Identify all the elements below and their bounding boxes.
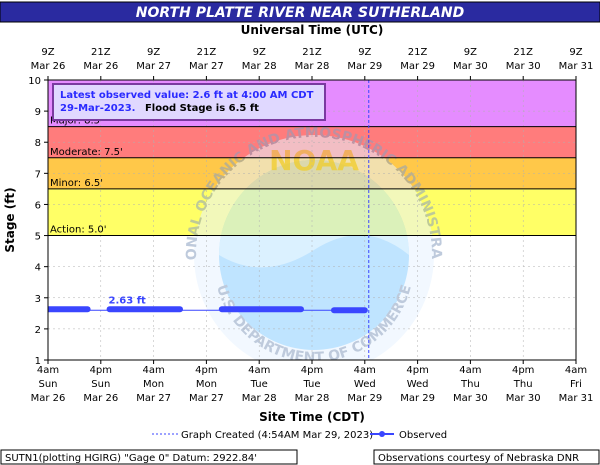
top-tick-time-5: 21Z — [302, 47, 322, 58]
watermark-noaa-text: NOAA — [269, 144, 359, 177]
bottom-tick-date-9: Mar 30 — [506, 393, 541, 404]
top-tick-date-1: Mar 26 — [83, 61, 118, 72]
latest-value-box: Latest observed value: 2.6 ft at 4:00 AM… — [52, 83, 326, 121]
top-tick-date-3: Mar 27 — [189, 61, 224, 72]
watermark-gull — [219, 160, 409, 268]
bottom-tick-day-6: Wed — [354, 379, 376, 390]
flood-zone-label-1: Minor: 6.5' — [50, 178, 103, 189]
y-tick-label-1: 1 — [35, 356, 41, 367]
bottom-tick-time-2: 4am — [142, 365, 164, 376]
bottom-tick-time-6: 4am — [354, 365, 376, 376]
top-axis-ticks: 9Z Mar 26 21Z Mar 26 9Z Mar 27 21Z Mar 27 9Z Mar … — [31, 47, 594, 80]
top-tick-time-3: 21Z — [197, 47, 217, 58]
bottom-tick-day-10: Fri — [570, 379, 582, 390]
y-tick-label-10: 10 — [28, 76, 41, 87]
top-tick-time-10: 9Z — [569, 47, 582, 58]
footer-left-text: SUTN1(plotting HGIRG) "Gage 0" Datum: 29… — [5, 453, 257, 464]
footer-right-text: Observations courtesy of Nebraska DNR — [378, 453, 579, 464]
series-annotation: 2.63 ft — [109, 295, 147, 306]
bottom-tick-day-1: Sun — [91, 379, 110, 390]
bottom-tick-time-1: 4pm — [90, 365, 112, 376]
footer-right-box — [373, 449, 600, 465]
legend-observed-label: Observed — [399, 430, 447, 441]
bottom-tick-date-10: Mar 31 — [559, 393, 594, 404]
bottom-tick-date-0: Mar 26 — [31, 393, 66, 404]
flood-zone-label-0: Action: 5.0' — [50, 225, 107, 236]
observed-series: 2.63 ft — [48, 80, 370, 360]
y-axis-ticks: 1 2 3 4 5 6 7 8 9 10 — [28, 76, 48, 367]
bottom-tick-time-7: 4pm — [406, 365, 428, 376]
y-tick-label-3: 3 — [35, 294, 41, 305]
top-tick-date-4: Mar 28 — [242, 61, 277, 72]
bottom-tick-date-2: Mar 27 — [136, 393, 171, 404]
bottom-tick-time-10: 4am — [565, 365, 587, 376]
top-axis-title: Universal Time (UTC) — [241, 23, 384, 37]
top-tick-date-8: Mar 30 — [453, 61, 488, 72]
bottom-tick-time-0: 4am — [37, 365, 59, 376]
info-date: 29-Mar-2023. — [60, 103, 135, 114]
flood-zone-label-3: Major: 8.5' — [50, 116, 103, 127]
bottom-tick-date-3: Mar 27 — [189, 393, 224, 404]
legend-created-label: Graph Created (4:54AM Mar 29, 2023) — [181, 430, 373, 441]
y-tick-label-7: 7 — [35, 169, 41, 180]
bottom-tick-date-8: Mar 30 — [453, 393, 488, 404]
y-tick-label-9: 9 — [35, 107, 41, 118]
info-flood-stage: Flood Stage is 6.5 ft — [145, 103, 259, 114]
y-tick-label-8: 8 — [35, 138, 41, 149]
bottom-tick-time-5: 4pm — [301, 365, 323, 376]
x-axis-title: Site Time (CDT) — [259, 410, 365, 424]
y-tick-label-6: 6 — [35, 200, 41, 211]
bottom-tick-day-9: Thu — [513, 379, 533, 390]
bottom-tick-date-1: Mar 26 — [83, 393, 118, 404]
bottom-tick-time-4: 4am — [248, 365, 270, 376]
y-tick-label-5: 5 — [35, 232, 41, 243]
bottom-tick-day-3: Mon — [196, 379, 217, 390]
flood-zone-label-2: Moderate: 7.5' — [50, 147, 123, 158]
legend: Graph Created (4:54AM Mar 29, 2023) Obse… — [152, 430, 447, 441]
info-box-frame — [52, 83, 326, 121]
top-tick-date-10: Mar 31 — [559, 61, 594, 72]
top-tick-time-8: 9Z — [464, 47, 477, 58]
y-tick-label-2: 2 — [35, 325, 41, 336]
y-tick-label-4: 4 — [35, 263, 41, 274]
bottom-tick-day-4: Tue — [250, 379, 268, 390]
info-line-1: Latest observed value: 2.6 ft at 4:00 AM… — [60, 90, 314, 101]
bottom-tick-date-4: Mar 28 — [242, 393, 277, 404]
legend-observed-marker — [379, 431, 385, 437]
top-tick-time-2: 9Z — [147, 47, 160, 58]
bottom-tick-day-8: Thu — [460, 379, 480, 390]
bottom-tick-time-3: 4pm — [195, 365, 217, 376]
info-line-2: 29-Mar-2023. Flood Stage is 6.5 ft — [60, 103, 259, 114]
title-bar — [0, 1, 600, 23]
y-axis-title: Stage (ft) — [3, 187, 17, 252]
top-tick-time-0: 9Z — [41, 47, 54, 58]
top-tick-date-0: Mar 26 — [31, 61, 66, 72]
footer-left-box — [0, 449, 298, 465]
bottom-tick-date-6: Mar 29 — [347, 393, 382, 404]
top-tick-time-9: 21Z — [513, 47, 533, 58]
top-tick-date-2: Mar 27 — [136, 61, 171, 72]
top-tick-date-9: Mar 30 — [506, 61, 541, 72]
top-tick-time-1: 21Z — [91, 47, 111, 58]
top-tick-date-6: Mar 29 — [347, 61, 382, 72]
top-tick-time-4: 9Z — [253, 47, 266, 58]
bottom-tick-day-5: Tue — [302, 379, 320, 390]
chart-title: NORTH PLATTE RIVER NEAR SUTHERLAND — [136, 5, 464, 21]
bottom-tick-day-0: Sun — [38, 379, 57, 390]
top-tick-date-5: Mar 28 — [295, 61, 330, 72]
bottom-tick-time-9: 4pm — [512, 365, 534, 376]
top-tick-time-7: 21Z — [408, 47, 428, 58]
top-tick-time-6: 9Z — [358, 47, 371, 58]
bottom-tick-day-2: Mon — [143, 379, 164, 390]
top-tick-date-7: Mar 29 — [400, 61, 435, 72]
bottom-axis-ticks: 4am Sun Mar 26 4pm Sun Mar 26 4am Mon Mar 27 4pm M… — [31, 360, 594, 404]
bottom-tick-date-5: Mar 28 — [295, 393, 330, 404]
bottom-tick-time-8: 4am — [459, 365, 481, 376]
flood-zone-labels: Action: 5.0' Minor: 6.5' Moderate: 7.5' Maj… — [48, 116, 576, 237]
bottom-tick-date-7: Mar 29 — [400, 393, 435, 404]
bottom-tick-day-7: Wed — [407, 379, 429, 390]
